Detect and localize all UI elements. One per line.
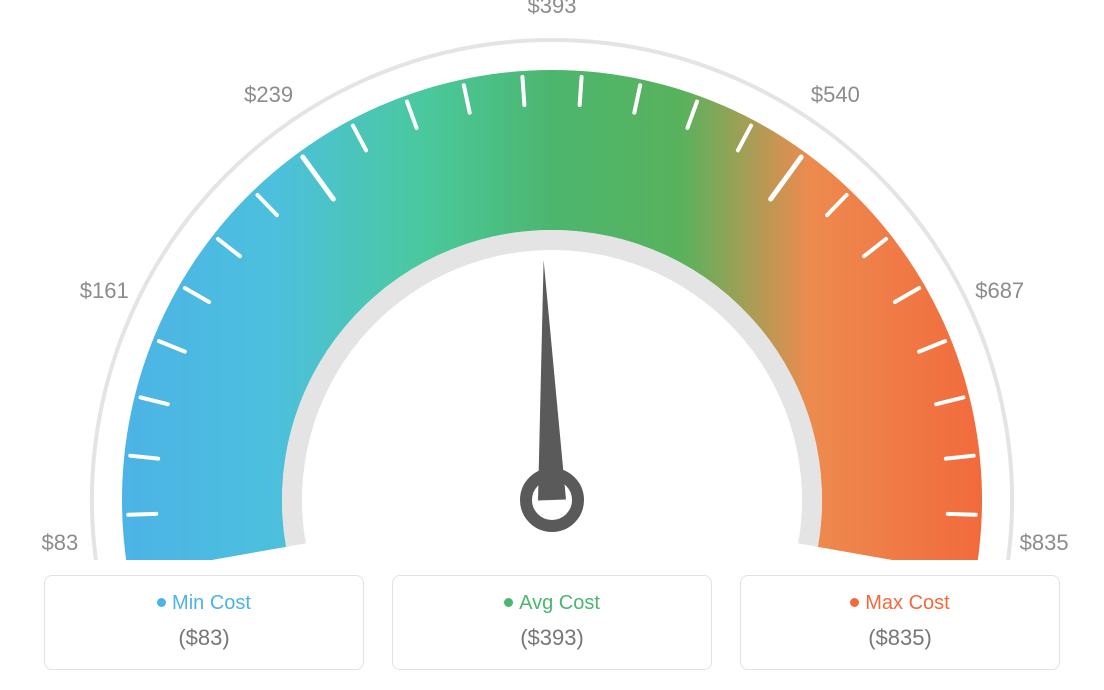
legend-min: Min Cost ($83) [44,575,364,670]
legend-min-value: ($83) [45,625,363,651]
gauge-tick-label: $687 [975,278,1024,304]
gauge-svg [0,0,1104,560]
legend-min-title: Min Cost [45,592,363,615]
gauge-tick-label: $83 [42,530,79,556]
dot-icon [504,598,513,607]
legend-max: Max Cost ($835) [740,575,1060,670]
legend-avg-label: Avg Cost [519,592,600,614]
legend-avg-title: Avg Cost [393,592,711,615]
dot-icon [157,598,166,607]
gauge-tick-label: $393 [528,0,577,19]
legend-max-title: Max Cost [741,592,1059,615]
legend-avg-value: ($393) [393,625,711,651]
gauge-chart: $83 $161 $239 $393 $540 $687 $835 [0,0,1104,560]
gauge-tick-label: $161 [80,278,129,304]
gauge-tick-label: $239 [244,82,293,108]
legend-min-label: Min Cost [172,592,251,614]
dot-icon [850,598,859,607]
legend-max-value: ($835) [741,625,1059,651]
gauge-tick-label: $540 [811,82,860,108]
legend-row: Min Cost ($83) Avg Cost ($393) Max Cost … [0,575,1104,670]
gauge-tick-label: $835 [1020,530,1069,556]
legend-avg: Avg Cost ($393) [392,575,712,670]
legend-max-label: Max Cost [865,592,949,614]
